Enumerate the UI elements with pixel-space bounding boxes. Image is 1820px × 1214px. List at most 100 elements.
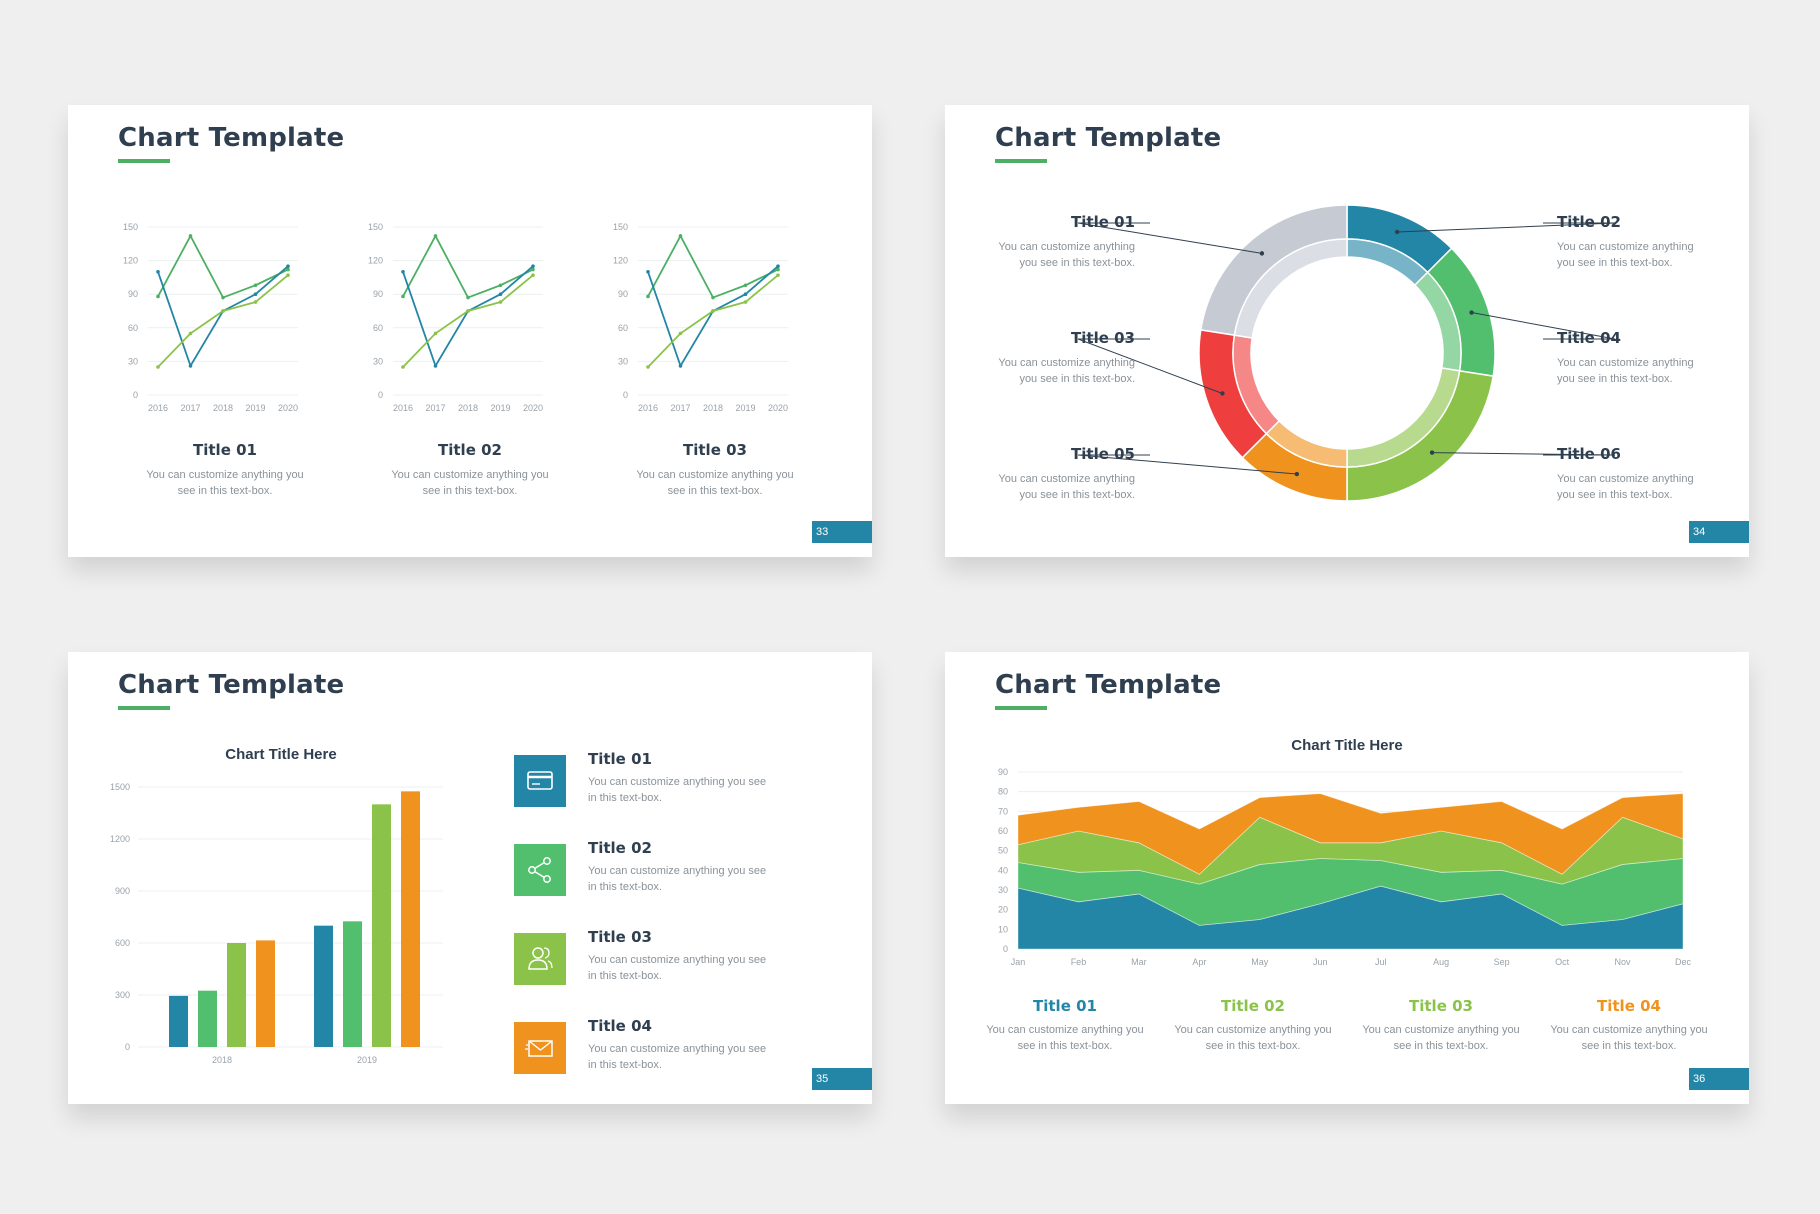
donut-label-text-1: You can customize anything you see in th… [998, 241, 1135, 269]
y-tick-label: 150 [123, 222, 138, 232]
title-underline [118, 706, 170, 710]
data-point [401, 294, 405, 299]
data-point [498, 283, 503, 288]
x-tick-label: Jul [1375, 957, 1387, 967]
data-point [433, 364, 438, 368]
y-tick-label: 50 [998, 846, 1008, 856]
leader-line [1471, 312, 1616, 340]
donut-chart [1077, 204, 1616, 502]
leader-line [1397, 222, 1616, 233]
data-point [433, 234, 438, 238]
y-tick-label: 30 [373, 356, 383, 366]
y-tick-label: 150 [368, 222, 383, 232]
x-tick-label: Apr [1192, 957, 1206, 967]
bar-2019-4 [401, 791, 420, 1047]
donut-label-title-3: Title 03 [1071, 329, 1135, 347]
data-point [401, 365, 405, 369]
x-tick-label: 2019 [490, 403, 510, 413]
data-point [286, 267, 290, 272]
caption-text-2: You can customize anything you see in th… [391, 469, 549, 497]
x-tick-label: Dec [1675, 957, 1692, 967]
caption-text-1: You can customize anything you see in th… [146, 469, 304, 497]
donut-label-text-5: You can customize anything you see in th… [998, 473, 1135, 501]
y-tick-label: 90 [373, 289, 383, 299]
slide-bar-chart: Chart Template Chart Title Here 0 300 600 90… [68, 652, 872, 1104]
title-underline [118, 159, 170, 163]
slide-line-charts: Chart Template 0 30 60 90 120 150 2016 2017 2018… [68, 105, 872, 557]
y-tick-label: 60 [373, 323, 383, 333]
x-tick-label: Aug [1433, 957, 1449, 967]
x-tick-label: Nov [1615, 957, 1632, 967]
item-icon-box-1 [514, 755, 566, 807]
donut-label-title-2: Title 02 [1557, 213, 1621, 231]
area-caption-title-2: Title 02 [1221, 997, 1285, 1015]
x-tick-label: 2019 [245, 403, 265, 413]
y-tick-label: 0 [133, 390, 138, 400]
y-tick-label: 30 [128, 356, 138, 366]
y-tick-label: 0 [378, 390, 383, 400]
data-point [776, 273, 780, 277]
bar-2018-4 [256, 940, 275, 1047]
data-point [286, 264, 290, 268]
x-tick-label: 2020 [768, 403, 788, 413]
donut-label-text-2: You can customize anything you see in th… [1557, 241, 1694, 269]
y-tick-label: 80 [998, 787, 1008, 797]
data-point [188, 234, 193, 238]
data-point [531, 267, 535, 272]
leader-dot [1469, 310, 1474, 315]
item-title-2: Title 02 [588, 839, 652, 857]
y-tick-label: 1500 [110, 782, 130, 792]
y-tick-label: 0 [1003, 944, 1008, 954]
data-point [531, 264, 535, 268]
data-point [646, 294, 650, 299]
item-icon-box-2 [514, 844, 566, 896]
x-tick-label: 2019 [357, 1055, 377, 1065]
y-tick-label: 300 [115, 990, 130, 1000]
bar-2019-2 [343, 921, 362, 1047]
area-chart: Chart Title Here 0 10 20 30 40 50 60 70 80 90 Jan Fe… [998, 737, 1692, 967]
series-line-3 [157, 274, 289, 368]
y-tick-label: 90 [998, 767, 1008, 777]
data-point [646, 270, 650, 274]
caption-text-3: You can customize anything you see in th… [636, 469, 794, 497]
item-text-1: You can customize anything you see in th… [588, 776, 767, 804]
area-caption-text-1: You can customize anything you see in th… [986, 1024, 1144, 1052]
slide-donut-chart: Chart Template Title 01 You can customiz… [945, 105, 1749, 557]
data-point [678, 331, 683, 336]
bar-2018-3 [227, 943, 246, 1047]
line-chart-1: 0 30 60 90 120 150 2016 2017 2018 2019 2020 0 30 60 90… [123, 222, 788, 413]
x-tick-label: 2017 [670, 403, 690, 413]
x-tick-label: May [1251, 957, 1269, 967]
title-underline [995, 159, 1047, 163]
x-tick-label: Jan [1011, 957, 1026, 967]
data-point [156, 294, 160, 299]
x-tick-label: Oct [1555, 957, 1570, 967]
area-caption-title-3: Title 03 [1409, 997, 1473, 1015]
x-tick-label: Feb [1071, 957, 1087, 967]
y-tick-label: 600 [115, 938, 130, 948]
data-point [743, 283, 748, 288]
donut-label-title-4: Title 04 [1557, 329, 1621, 347]
y-tick-label: 0 [125, 1042, 130, 1052]
line-chart-3: 0 30 60 90 120 150 2016 2017 2018 2019 2020 [613, 222, 788, 413]
area-caption-title-4: Title 04 [1597, 997, 1661, 1015]
y-tick-label: 30 [998, 885, 1008, 895]
data-point [711, 309, 715, 313]
item-text-2: You can customize anything you see in th… [588, 865, 767, 893]
donut-label-title-1: Title 01 [1071, 213, 1135, 231]
data-point [253, 300, 258, 304]
data-point [678, 364, 683, 368]
data-point [646, 365, 650, 369]
area-series-4 [1017, 793, 1684, 875]
chart-title: Chart Title Here [225, 746, 336, 763]
series-line-3 [402, 274, 534, 368]
x-tick-label: 2020 [278, 403, 298, 413]
data-point [498, 292, 503, 296]
x-tick-label: 2017 [425, 403, 445, 413]
leader-line [1432, 452, 1616, 456]
data-point [401, 270, 405, 274]
area-caption-text-2: You can customize anything you see in th… [1174, 1024, 1332, 1052]
x-tick-label: 2018 [458, 403, 478, 413]
y-tick-label: 120 [368, 256, 383, 266]
y-tick-label: 60 [618, 323, 628, 333]
